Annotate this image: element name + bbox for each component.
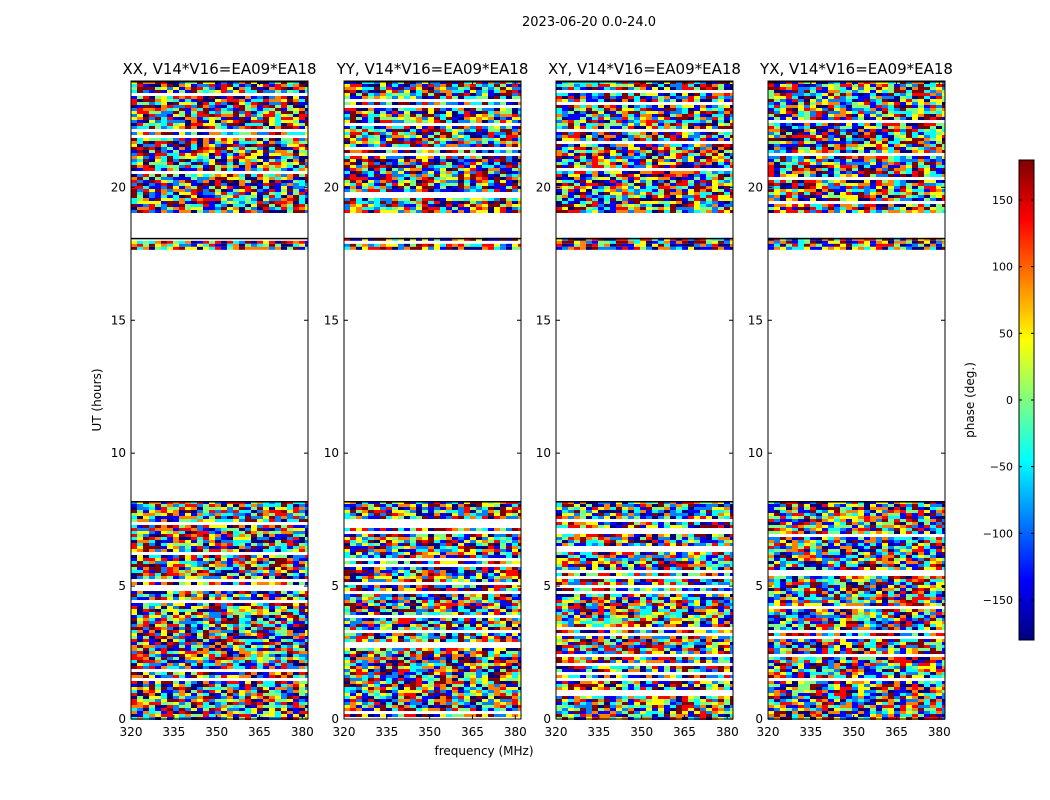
flag-line: [768, 81, 945, 83]
panel-title: XX, V14*V16=EA09*EA18: [122, 60, 316, 78]
flag-line: [344, 81, 521, 83]
phase-texture: [131, 81, 308, 721]
y-tick-label: 0: [543, 712, 551, 726]
y-tick-label: 20: [111, 180, 126, 194]
x-tick-label: 320: [333, 725, 356, 739]
x-tick-label: 380: [716, 725, 739, 739]
figure-suptitle: 2023-06-20 0.0-24.0: [522, 15, 656, 30]
y-tick-label: 15: [748, 313, 763, 327]
colorbar-ticks: −150 −100 −50 0 50 100 150: [983, 194, 1034, 607]
panel-xx: XX, V14*V16=EA09*EA18 320 335 350 365 380 0 5 10…: [111, 60, 317, 739]
x-tick-label: 335: [799, 725, 822, 739]
y-tick-label: 5: [755, 579, 763, 593]
colorbar-tick-label: −100: [983, 527, 1013, 540]
x-tick-label: 365: [885, 725, 908, 739]
panel-yx: YX, V14*V16=EA09*EA18 320 335 350 365 380 0 5 10…: [748, 60, 953, 739]
y-tick-label: 20: [748, 180, 763, 194]
x-tick-label: 365: [248, 725, 271, 739]
x-tick-label: 335: [587, 725, 610, 739]
y-tick-label: 0: [331, 712, 339, 726]
y-tick-label: 5: [118, 579, 126, 593]
panel-title: YY, V14*V16=EA09*EA18: [336, 60, 529, 78]
x-tick-label: 365: [673, 725, 696, 739]
y-tick-label: 5: [331, 579, 339, 593]
y-tick-label: 20: [536, 180, 551, 194]
colorbar-tick-label: 50: [999, 327, 1013, 340]
y-tick-label: 10: [536, 446, 551, 460]
x-tick-label: 380: [291, 725, 314, 739]
phase-texture: [344, 81, 521, 718]
x-axis-label: frequency (MHz): [434, 744, 533, 758]
y-tick-label: 10: [748, 446, 763, 460]
y-tick-label: 10: [324, 446, 339, 460]
phase-texture: [768, 81, 945, 721]
x-tick-label: 350: [418, 725, 441, 739]
phase-texture: [556, 81, 733, 721]
y-tick-label: 15: [324, 313, 339, 327]
flag-line: [768, 501, 945, 503]
panel-frame: [767, 80, 946, 720]
y-tick-label: 10: [111, 446, 126, 460]
colorbar-tick-label: 0: [1006, 394, 1013, 407]
flag-line: [768, 237, 945, 240]
panel-frame: [130, 80, 309, 720]
flag-line: [556, 81, 733, 83]
colorbar: −150 −100 −50 0 50 100 150 phase (deg.): [963, 159, 1035, 641]
x-tick-label: 350: [842, 725, 865, 739]
panel-xy: XY, V14*V16=EA09*EA18 320 335 350 365 380 0 5 10…: [536, 60, 741, 739]
x-tick-label: 320: [120, 725, 143, 739]
colorbar-label: phase (deg.): [963, 362, 977, 438]
colorbar-tick-label: −150: [983, 594, 1013, 607]
flag-line: [131, 501, 308, 503]
flag-line: [556, 501, 733, 503]
flag-line: [344, 501, 521, 503]
y-tick-label: 0: [118, 712, 126, 726]
x-tick-label: 365: [461, 725, 484, 739]
panel-frame: [555, 80, 734, 720]
panel-title: XY, V14*V16=EA09*EA18: [548, 60, 741, 78]
x-tick-label: 320: [757, 725, 780, 739]
x-tick-label: 350: [205, 725, 228, 739]
panel-yy: YY, V14*V16=EA09*EA18 320 335 350 365 380 0 5 10…: [324, 60, 529, 739]
flag-line: [131, 81, 308, 83]
x-tick-label: 335: [375, 725, 398, 739]
x-tick-label: 380: [504, 725, 527, 739]
x-tick-label: 350: [630, 725, 653, 739]
x-tick-label: 380: [928, 725, 951, 739]
colorbar-tick-label: −50: [990, 461, 1013, 474]
y-tick-label: 20: [324, 180, 339, 194]
colorbar-tick-label: 150: [992, 194, 1013, 207]
x-tick-label: 320: [545, 725, 568, 739]
panel-title: YX, V14*V16=EA09*EA18: [759, 60, 953, 78]
colorbar-tick-label: 100: [992, 261, 1013, 274]
panels-group: XX, V14*V16=EA09*EA18 320 335 350 365 380 0 5 10…: [111, 60, 953, 739]
y-tick-label: 15: [111, 313, 126, 327]
panel-frame: [343, 80, 522, 720]
flag-line: [344, 237, 521, 240]
y-tick-label: 15: [536, 313, 551, 327]
flag-line: [131, 237, 308, 240]
y-tick-label: 0: [755, 712, 763, 726]
y-axis-label: UT (hours): [90, 368, 104, 431]
x-tick-label: 335: [162, 725, 185, 739]
flag-line: [556, 237, 733, 240]
y-tick-label: 5: [543, 579, 551, 593]
